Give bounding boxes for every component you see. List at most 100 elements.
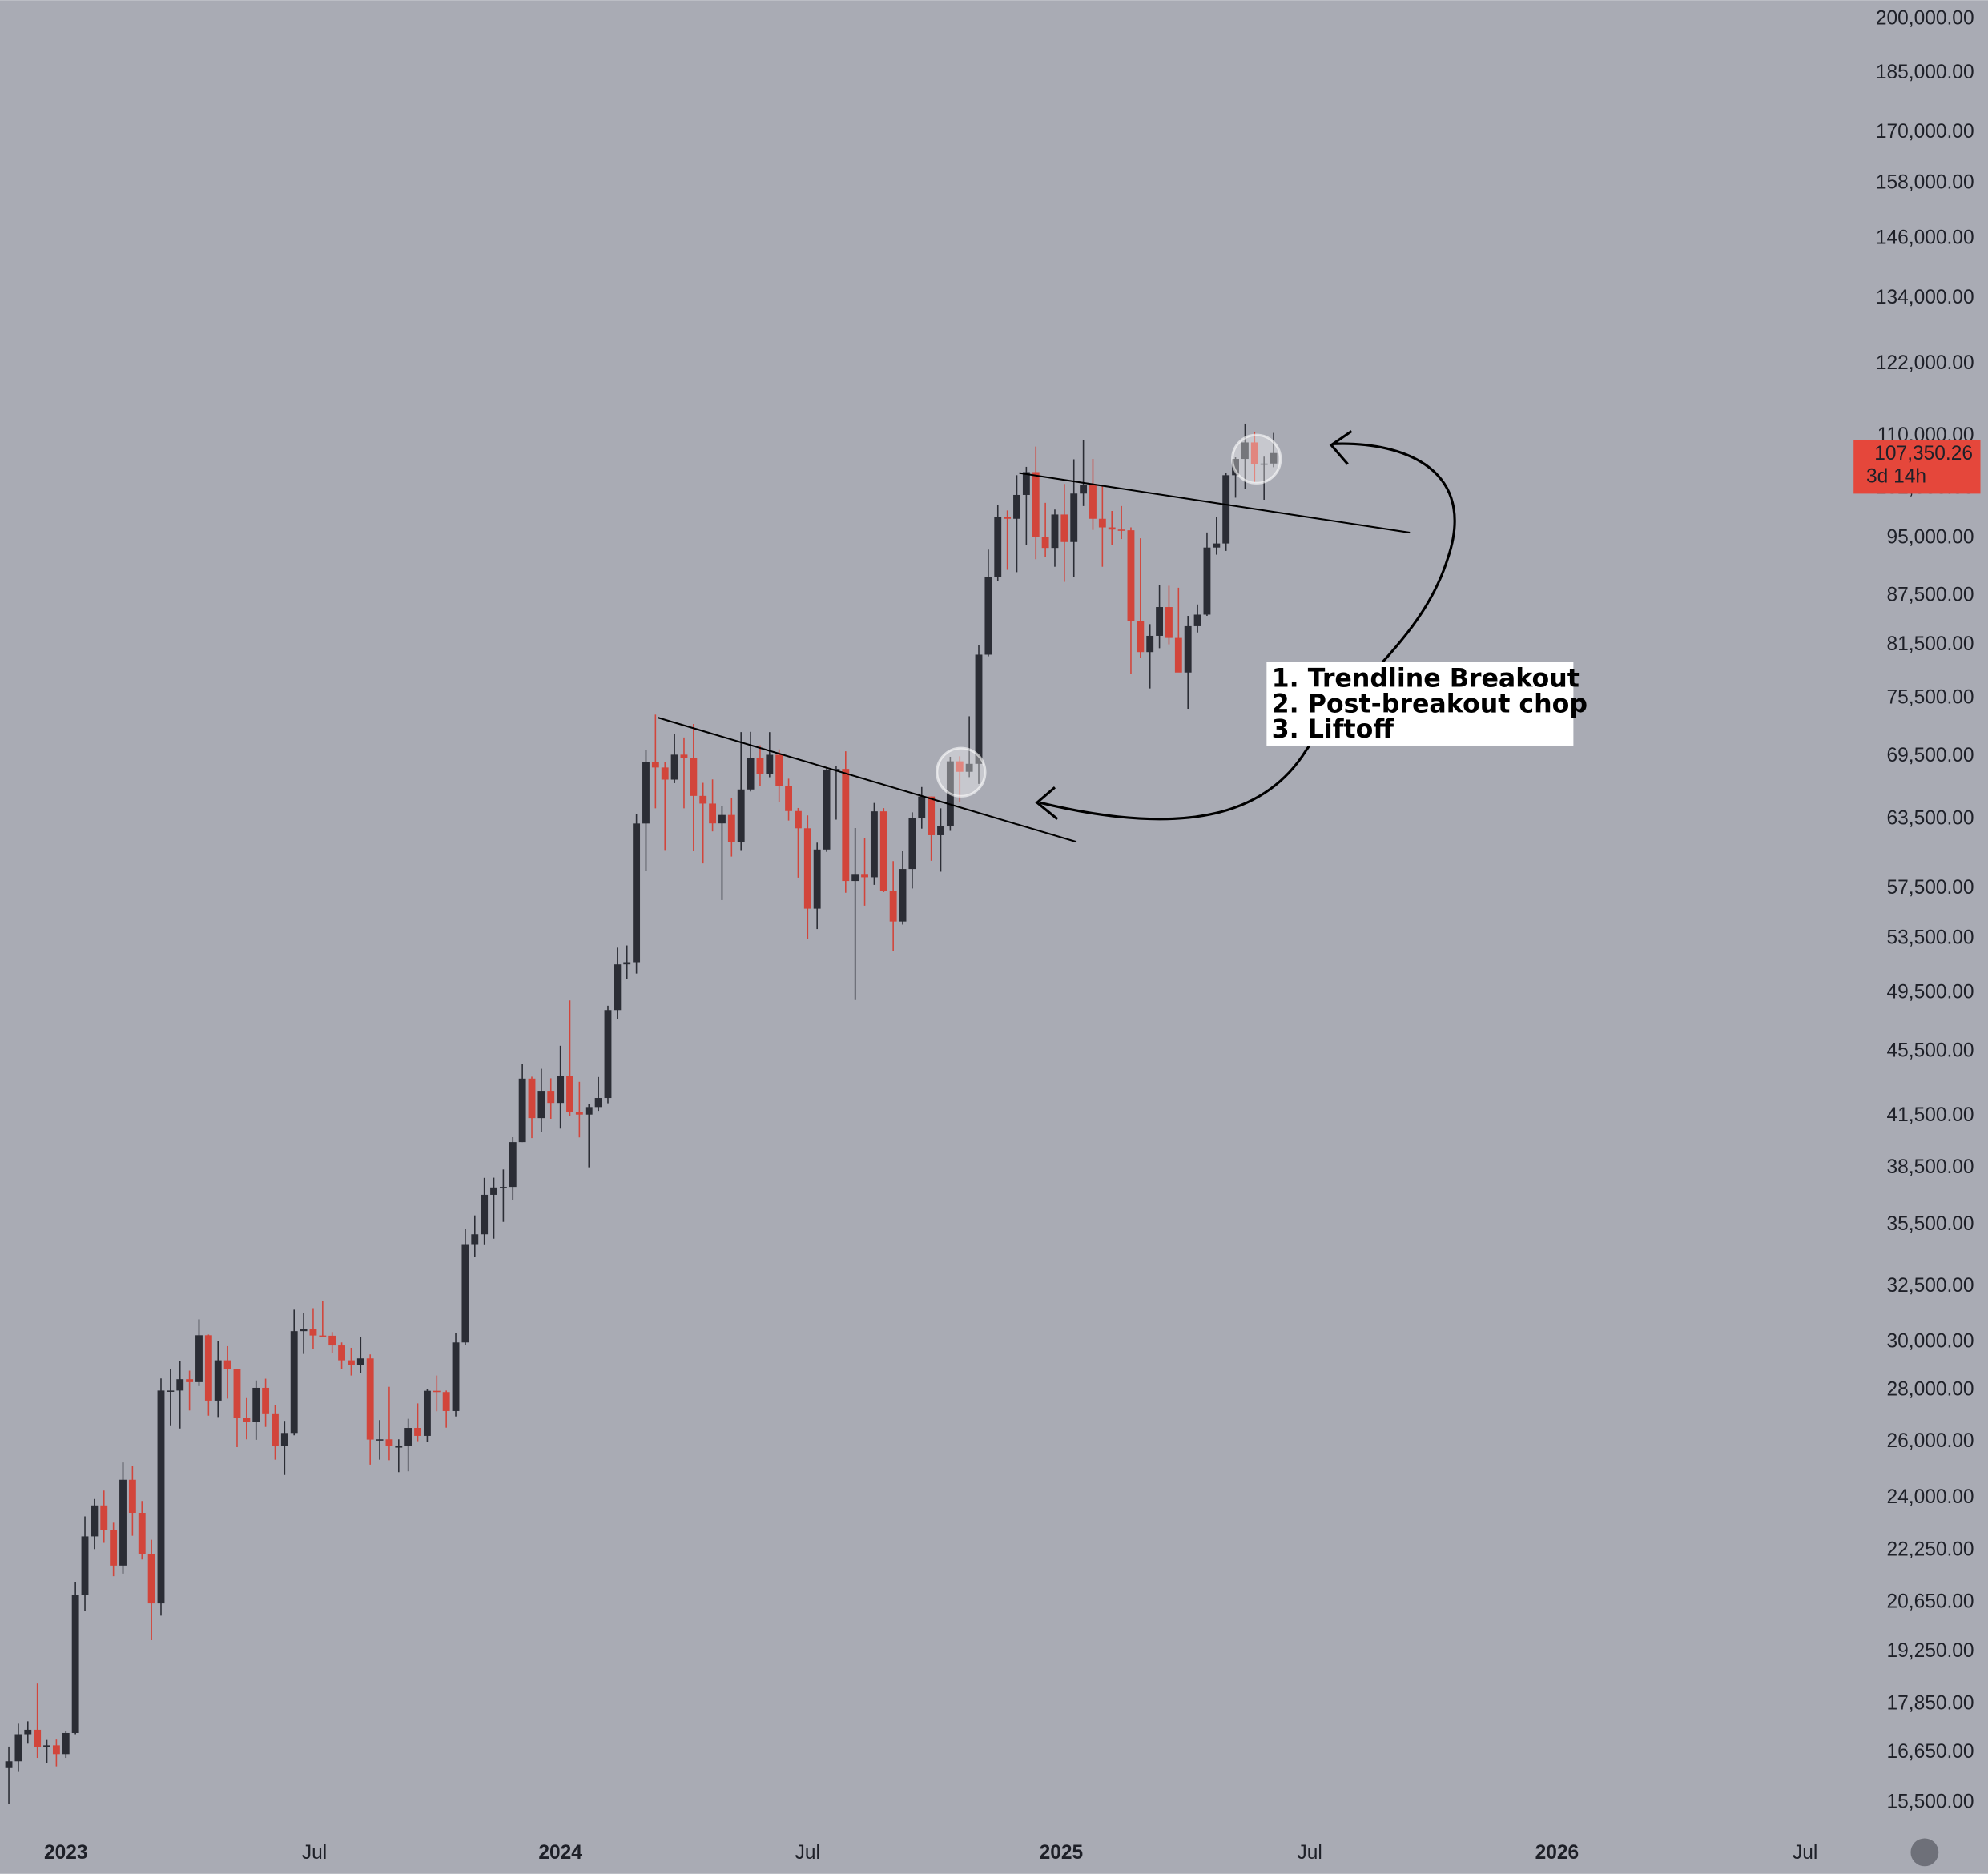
candle-body (518, 1078, 526, 1143)
candle-body (1174, 637, 1182, 673)
candle-body (690, 758, 698, 796)
candle-body (262, 1387, 270, 1414)
candle-body (1108, 527, 1116, 530)
candle-body (348, 1360, 355, 1365)
candle-body (471, 1234, 479, 1245)
candle-body (1060, 514, 1068, 542)
candle-body (395, 1446, 403, 1448)
candle-body (879, 811, 887, 891)
candle-body (785, 786, 792, 811)
candle-body (499, 1187, 507, 1188)
y-tick-label: 16,650.00 (1887, 1741, 1974, 1763)
candle-body (823, 770, 831, 850)
candle-body (71, 1595, 79, 1733)
y-tick-label: 20,650.00 (1887, 1591, 1974, 1613)
candle-body (1260, 463, 1268, 465)
candle-body (956, 761, 964, 772)
candle-body (100, 1505, 108, 1530)
candle-body (651, 762, 659, 768)
last-price-box (1853, 440, 1981, 494)
annotation-background (1266, 662, 1574, 746)
candle-body (290, 1331, 298, 1434)
y-tick-label: 15,500.00 (1887, 1792, 1974, 1813)
candle-body (851, 874, 859, 882)
candle-body (91, 1505, 99, 1537)
candle-body (272, 1413, 279, 1446)
y-tick-label: 53,500.00 (1887, 927, 1974, 949)
candle-body (566, 1076, 573, 1112)
y-tick-label: 30,000.00 (1887, 1330, 1974, 1352)
y-tick-label: 38,500.00 (1887, 1156, 1974, 1178)
candle-body (718, 814, 726, 824)
candles (5, 423, 1278, 1804)
arrow-head (1329, 430, 1353, 465)
settings-icon[interactable] (1910, 1838, 1939, 1867)
candle-body (965, 763, 973, 772)
candle-body (899, 869, 907, 922)
x-tick-label: Jul (1297, 1842, 1322, 1864)
candle-body (81, 1536, 89, 1595)
y-tick-label: 134,000.00 (1876, 287, 1974, 308)
annotation-line: 1. Trendline Breakout (1272, 665, 1580, 694)
candle-body (138, 1513, 146, 1554)
x-tick-label: 2023 (44, 1842, 88, 1864)
candle-body (214, 1360, 222, 1401)
candle-body (147, 1554, 155, 1604)
candle-body (119, 1479, 127, 1566)
candle-body (1222, 475, 1230, 544)
candle-body (52, 1745, 60, 1755)
candle-body (186, 1379, 194, 1382)
highlight-circle (936, 746, 987, 798)
candle-body (575, 1112, 583, 1115)
candle-body (537, 1091, 545, 1119)
candle-body (994, 517, 1002, 577)
candle-body (1270, 452, 1278, 464)
candle-body (481, 1194, 489, 1235)
y-tick-label: 41,500.00 (1887, 1104, 1974, 1126)
candle-body (14, 1734, 22, 1762)
x-tick-label: Jul (795, 1842, 820, 1864)
candle-body (842, 769, 850, 882)
candle-body (1051, 514, 1059, 549)
candle-body (984, 577, 992, 655)
candle-body (709, 803, 717, 824)
candle-body (338, 1345, 346, 1361)
candle-body (557, 1076, 565, 1104)
y-tick-label: 185,000.00 (1876, 62, 1974, 83)
candle-body (1213, 543, 1221, 548)
candle-body (661, 767, 669, 780)
candle-body (889, 891, 897, 922)
candle-body (366, 1358, 374, 1440)
x-tick-label: 2026 (1535, 1842, 1580, 1864)
y-tick-label: 57,500.00 (1887, 877, 1974, 899)
candle-body (300, 1329, 308, 1332)
drawings (658, 430, 1456, 843)
candle-body (461, 1244, 469, 1343)
candle-body (423, 1390, 431, 1436)
x-tick-label: Jul (302, 1842, 327, 1864)
candle-body (328, 1335, 336, 1346)
candle-body (594, 1098, 602, 1108)
y-tick-label: 81,500.00 (1887, 633, 1974, 655)
candle-body (918, 796, 926, 818)
candle-body (670, 754, 678, 780)
y-tick-label: 26,000.00 (1887, 1430, 1974, 1452)
candle-body (937, 826, 944, 835)
candle-body (5, 1761, 13, 1768)
candle-body (195, 1335, 203, 1382)
y-tick-label: 87,500.00 (1887, 584, 1974, 605)
candle-body (252, 1387, 260, 1422)
candle-body (1137, 621, 1145, 653)
x-tick-label: 2024 (538, 1842, 582, 1864)
candle-body (756, 758, 764, 774)
candle-body (385, 1439, 393, 1446)
y-tick-label: 122,000.00 (1876, 352, 1974, 374)
candle-body (1013, 494, 1020, 519)
candle-body (604, 1010, 612, 1099)
y-tick-label: 32,500.00 (1887, 1275, 1974, 1297)
candle-body (1193, 614, 1201, 626)
candle-body (680, 754, 688, 758)
candle-body (699, 795, 707, 804)
